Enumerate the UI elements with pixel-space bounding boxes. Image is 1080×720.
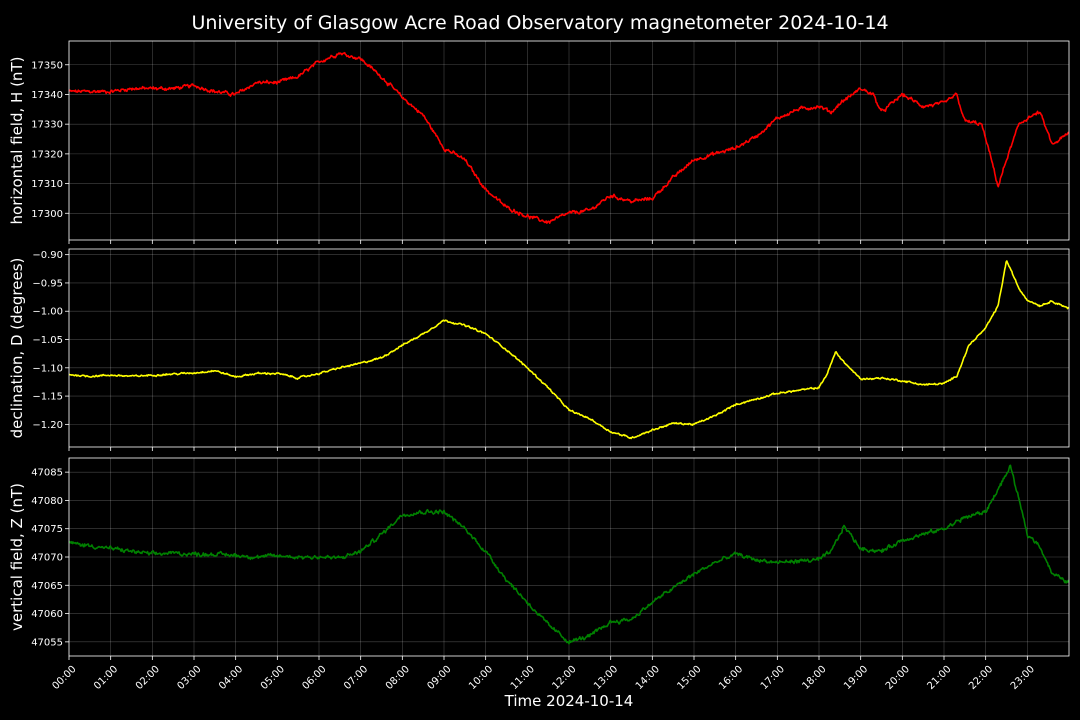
y-tick-label: 47075 [31, 524, 63, 535]
x-tick-label: 09:00 [425, 664, 453, 692]
x-tick-label: 01:00 [92, 664, 120, 692]
x-axis-ticks: 00:00 01:00 02:00 03:00 04:00 05:00 06:00 07:00… [50, 664, 1036, 692]
y-tick-label: −1.05 [32, 335, 63, 346]
y-axis-label-Z: vertical field, Z (nT) [8, 483, 26, 631]
x-tick-label: 12:00 [550, 664, 578, 692]
x-tick-label: 07:00 [342, 664, 370, 692]
x-tick-label: 03:00 [175, 664, 203, 692]
y-tick-label: 17330 [31, 120, 63, 131]
series-line-Z [69, 464, 1069, 645]
series-line-H [69, 51, 1069, 224]
x-tick-label: 10:00 [467, 664, 495, 692]
y-tick-label: −1.15 [32, 392, 63, 403]
panel-D: −1.20 −1.15 −1.10 −1.05 −1.00 −0.95 −0.90 decli… [8, 248, 1070, 451]
panel-H: 17300 17310 17320 17330 17340 17350 horizontal… [8, 40, 1070, 244]
x-tick-label: 17:00 [759, 664, 787, 692]
x-axis-label: Time 2024-10-14 [504, 692, 634, 710]
x-tick-label: 19:00 [842, 664, 870, 692]
y-tick-label: 17300 [31, 209, 63, 220]
x-tick-label: 06:00 [300, 664, 328, 692]
y-tick-label: 47070 [31, 553, 63, 564]
x-tick-label: 00:00 [50, 664, 78, 692]
y-tick-label: 47080 [31, 496, 63, 507]
x-tick-label: 23:00 [1009, 664, 1037, 692]
panel-frame [68, 40, 1070, 241]
y-axis-label-D: declination, D (degrees) [8, 258, 26, 439]
x-tick-label: 14:00 [634, 664, 662, 692]
x-tick-label: 16:00 [717, 664, 745, 692]
y-tick-label: −1.20 [32, 420, 63, 431]
series-line-D [69, 260, 1069, 440]
x-tick-label: 20:00 [884, 664, 912, 692]
y-tick-label: 47065 [31, 581, 63, 592]
x-tick-label: 15:00 [675, 664, 703, 692]
x-tick-label: 05:00 [259, 664, 287, 692]
y-tick-label: 17310 [31, 179, 63, 190]
y-tick-label: −0.90 [32, 250, 63, 261]
y-axis-label-H: horizontal field, H (nT) [8, 57, 26, 225]
chart-title: University of Glasgow Acre Road Observat… [191, 12, 888, 34]
chart-panels: 17300 17310 17320 17330 17340 17350 horizontal… [8, 40, 1070, 660]
y-tick-label: 47085 [31, 468, 63, 479]
y-tick-label: 47055 [31, 637, 63, 648]
panel-frame [68, 457, 1070, 657]
x-tick-label: 11:00 [509, 664, 537, 692]
x-tick-label: 18:00 [800, 664, 828, 692]
y-tick-label: 17340 [31, 90, 63, 101]
x-tick-label: 21:00 [925, 664, 953, 692]
y-tick-label: −1.10 [32, 363, 63, 374]
x-tick-label: 22:00 [967, 664, 995, 692]
y-tick-label: 17350 [31, 60, 63, 71]
panel-Z: 47055 47060 47065 47070 47075 47080 47085 verti… [8, 457, 1070, 660]
y-tick-label: −0.95 [32, 278, 63, 289]
panel-frame [68, 248, 1070, 448]
y-tick-label: 47060 [31, 609, 63, 620]
x-tick-label: 08:00 [384, 664, 412, 692]
y-tick-label: −1.00 [32, 307, 63, 318]
x-tick-label: 04:00 [217, 664, 245, 692]
y-tick-label: 17320 [31, 149, 63, 160]
x-tick-label: 02:00 [134, 664, 162, 692]
x-tick-label: 13:00 [592, 664, 620, 692]
